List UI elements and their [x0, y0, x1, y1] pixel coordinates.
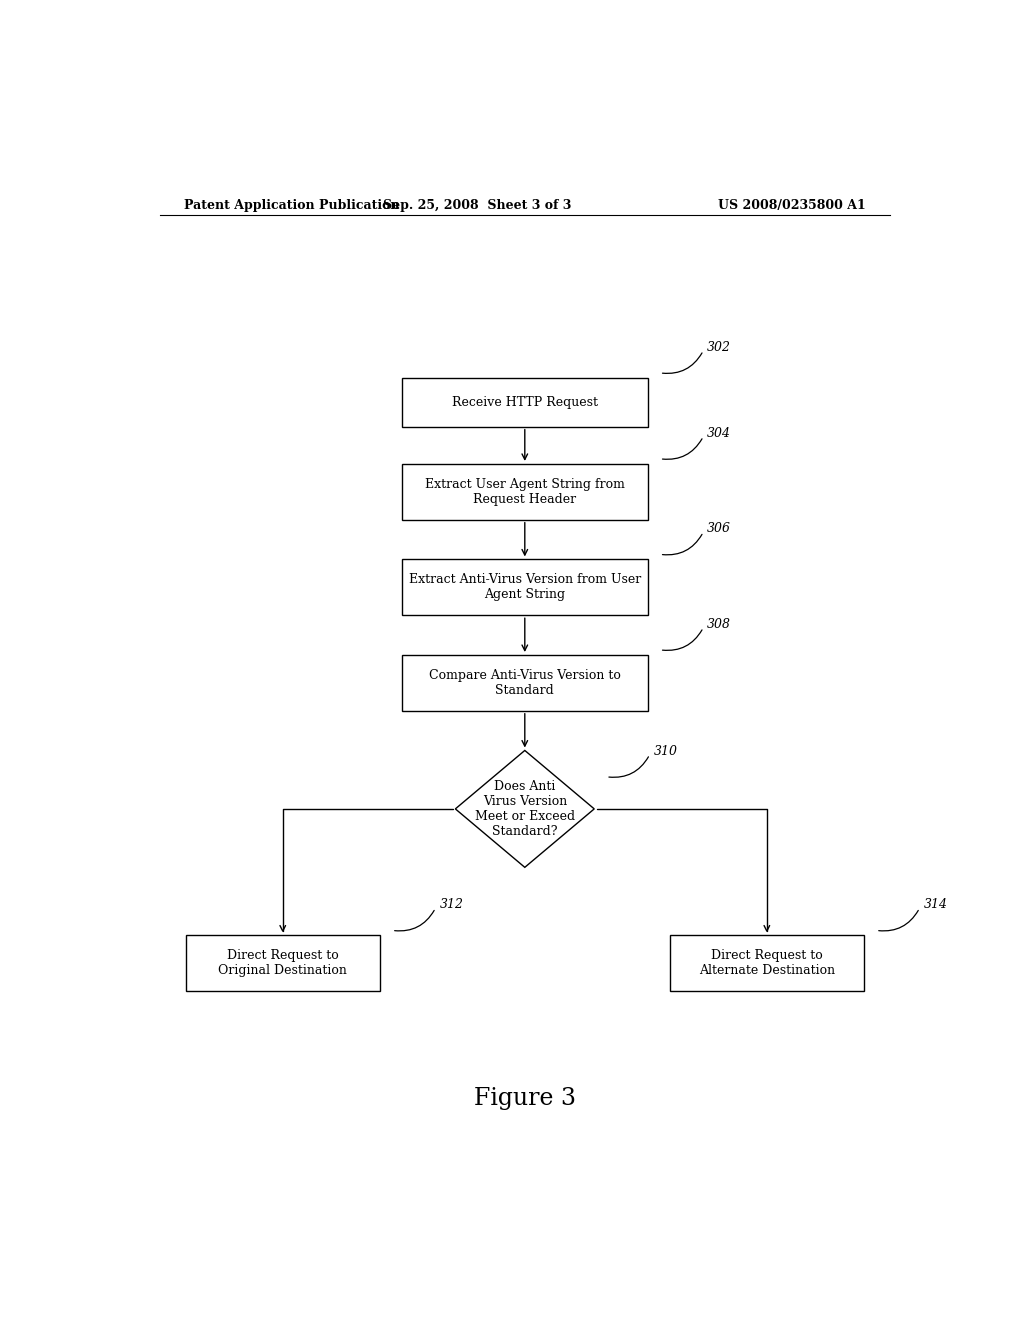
- Text: 310: 310: [653, 744, 678, 758]
- Text: Does Anti
Virus Version
Meet or Exceed
Standard?: Does Anti Virus Version Meet or Exceed S…: [475, 780, 574, 838]
- Text: 314: 314: [924, 899, 947, 911]
- FancyBboxPatch shape: [401, 560, 648, 615]
- FancyBboxPatch shape: [185, 936, 380, 991]
- Text: Extract Anti-Virus Version from User
Agent String: Extract Anti-Virus Version from User Age…: [409, 573, 641, 602]
- FancyBboxPatch shape: [401, 655, 648, 710]
- FancyBboxPatch shape: [401, 378, 648, 426]
- FancyBboxPatch shape: [670, 936, 864, 991]
- Text: 312: 312: [439, 899, 464, 911]
- Polygon shape: [456, 751, 594, 867]
- Text: Direct Request to
Alternate Destination: Direct Request to Alternate Destination: [698, 949, 835, 977]
- Text: 308: 308: [708, 618, 731, 631]
- Text: US 2008/0235800 A1: US 2008/0235800 A1: [718, 198, 866, 211]
- Text: Sep. 25, 2008  Sheet 3 of 3: Sep. 25, 2008 Sheet 3 of 3: [383, 198, 571, 211]
- Text: Figure 3: Figure 3: [474, 1088, 575, 1110]
- Text: Extract User Agent String from
Request Header: Extract User Agent String from Request H…: [425, 478, 625, 506]
- FancyBboxPatch shape: [401, 463, 648, 520]
- Text: 306: 306: [708, 523, 731, 536]
- Text: Patent Application Publication: Patent Application Publication: [183, 198, 399, 211]
- Text: 302: 302: [708, 341, 731, 354]
- Text: Compare Anti-Virus Version to
Standard: Compare Anti-Virus Version to Standard: [429, 669, 621, 697]
- Text: Receive HTTP Request: Receive HTTP Request: [452, 396, 598, 409]
- Text: Direct Request to
Original Destination: Direct Request to Original Destination: [218, 949, 347, 977]
- Text: 304: 304: [708, 426, 731, 440]
